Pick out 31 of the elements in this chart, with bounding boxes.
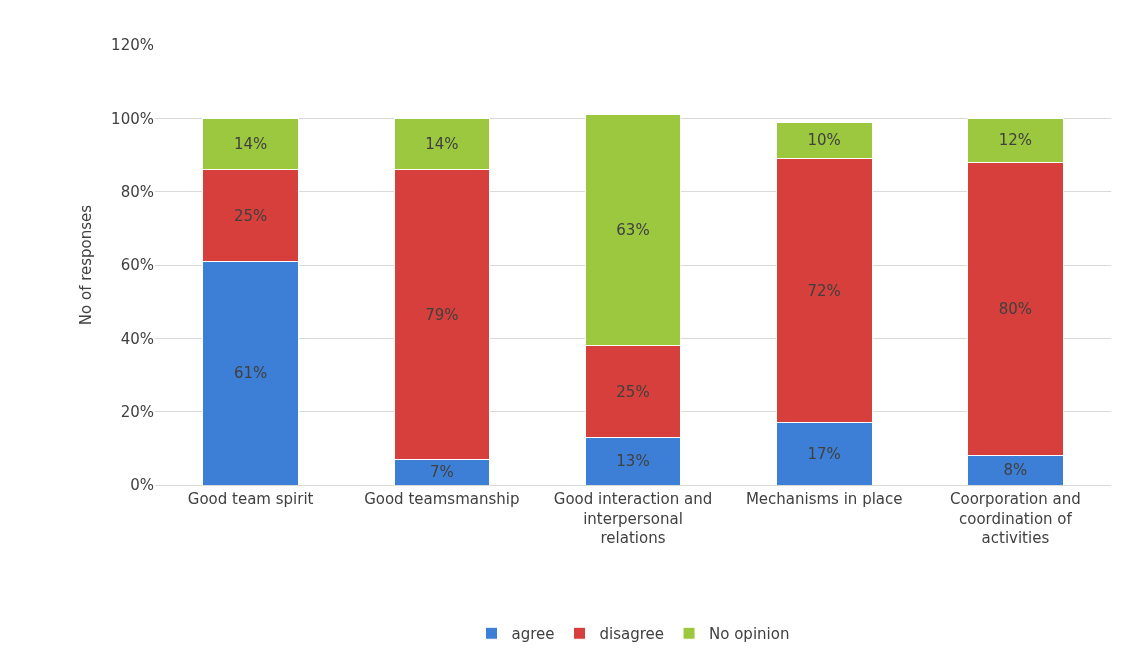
x-tick-label: Mechanisms in place [745,490,903,508]
data-label: 79% [425,305,459,324]
data-label: 80% [998,300,1033,318]
data-label: 17% [807,444,841,463]
data-label: 72% [807,281,841,300]
y-axis-title: No of responses [77,204,96,326]
y-tick-label: 120% [111,36,154,55]
data-label: 63% [616,221,650,240]
data-label: 61% [233,364,268,383]
x-tick-label: Good team spirit [187,490,314,508]
legend-label: No opinion [709,625,790,644]
y-tick-label: 40% [120,329,154,348]
data-label: 14% [425,135,459,153]
y-tick-label: 60% [120,256,154,275]
data-label: 25% [233,206,268,225]
data-label: 7% [429,463,454,482]
y-tick-label: 80% [120,182,154,201]
y-tick-label: 100% [111,109,154,128]
y-tick-label: 20% [120,402,154,421]
data-label: 14% [233,135,268,153]
y-tick-label: 0% [130,476,154,495]
data-label: 25% [616,382,650,401]
x-tick-label: Good interaction and interpersonal relations [553,490,713,547]
legend-label: agree [511,625,555,644]
data-label: 8% [1003,461,1028,480]
data-label: 10% [807,131,841,150]
data-label: 12% [998,131,1033,150]
x-tick-label: Good teamsmanship [364,490,520,508]
legend-label: disagree [599,625,665,644]
x-tick-label: Coorporation and coordination of activities [950,490,1081,547]
data-label: 13% [616,452,650,471]
